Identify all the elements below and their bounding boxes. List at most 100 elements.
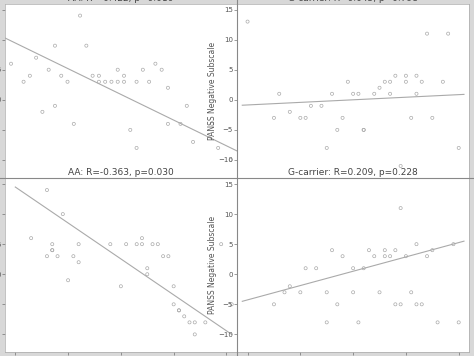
Point — [381, 79, 389, 85]
Point — [117, 283, 125, 289]
Point — [302, 115, 310, 121]
Point — [344, 79, 352, 85]
Point — [413, 73, 420, 79]
Point — [360, 127, 367, 133]
Point — [323, 145, 330, 151]
Point — [189, 139, 197, 145]
Point — [95, 73, 103, 79]
Point — [133, 241, 140, 247]
Point — [32, 55, 40, 61]
Point — [349, 91, 357, 96]
Point — [181, 314, 188, 319]
Point — [413, 91, 420, 96]
Point — [270, 115, 278, 121]
Point — [455, 320, 463, 325]
Point — [355, 91, 362, 96]
Point — [407, 115, 415, 121]
Point — [183, 103, 191, 109]
Point — [133, 79, 140, 85]
Point — [120, 73, 128, 79]
Point — [334, 302, 341, 307]
Point — [402, 73, 410, 79]
Point — [158, 67, 165, 73]
Point — [428, 115, 436, 121]
Point — [334, 127, 341, 133]
Point — [122, 241, 130, 247]
Point — [82, 43, 90, 48]
Point — [7, 61, 15, 67]
Point — [75, 241, 82, 247]
Point — [413, 302, 420, 307]
Point — [177, 121, 184, 127]
Point — [286, 109, 293, 115]
Point — [164, 253, 172, 259]
Point — [349, 265, 357, 271]
Point — [201, 320, 209, 325]
Point — [275, 91, 283, 96]
Point — [386, 91, 394, 96]
Point — [64, 79, 71, 85]
Point — [281, 289, 288, 295]
Point — [170, 283, 177, 289]
Point — [376, 289, 383, 295]
Point — [107, 241, 114, 247]
Point — [371, 91, 378, 96]
Y-axis label: PANSS Negative Subscale: PANSS Negative Subscale — [208, 42, 217, 140]
Point — [339, 253, 346, 259]
Point — [48, 247, 56, 253]
Point — [75, 260, 82, 265]
Point — [434, 320, 441, 325]
Point — [318, 103, 325, 109]
Point — [70, 253, 77, 259]
Point — [418, 302, 426, 307]
Point — [64, 277, 72, 283]
Point — [38, 109, 46, 115]
Point — [312, 265, 320, 271]
Point — [214, 145, 222, 151]
Point — [439, 79, 447, 85]
Point — [328, 91, 336, 96]
Point — [95, 79, 103, 85]
Point — [297, 289, 304, 295]
Point — [54, 253, 61, 259]
Point — [339, 115, 346, 121]
Point — [381, 253, 389, 259]
Point — [270, 302, 278, 307]
Point — [413, 241, 420, 247]
Point — [397, 205, 404, 211]
Point — [397, 302, 404, 307]
Point — [191, 331, 199, 337]
Point — [386, 79, 394, 85]
Point — [191, 320, 199, 325]
Point — [45, 67, 53, 73]
Point — [51, 103, 59, 109]
Point — [43, 253, 51, 259]
Point — [227, 157, 235, 163]
Point — [89, 73, 96, 79]
Point — [428, 247, 436, 253]
Point — [139, 67, 146, 73]
Point — [323, 289, 330, 295]
Point — [159, 253, 167, 259]
Point — [175, 308, 182, 313]
Y-axis label: PANSS Negative Subscale: PANSS Negative Subscale — [208, 216, 217, 314]
Point — [120, 79, 128, 85]
Point — [402, 253, 410, 259]
Point — [455, 145, 463, 151]
Point — [114, 67, 121, 73]
Point — [186, 320, 193, 325]
Point — [127, 127, 134, 133]
Point — [302, 265, 310, 271]
Title: AA: R=-0.363, p=0.030: AA: R=-0.363, p=0.030 — [68, 168, 174, 177]
Title: AA: R=-0.422, p=0.010: AA: R=-0.422, p=0.010 — [68, 0, 173, 3]
Point — [228, 302, 236, 307]
Point — [152, 61, 159, 67]
Point — [208, 121, 216, 127]
Point — [26, 73, 34, 79]
Point — [101, 79, 109, 85]
Point — [450, 241, 457, 247]
Point — [392, 247, 399, 253]
Point — [297, 115, 304, 121]
Point — [57, 73, 65, 79]
Point — [307, 103, 315, 109]
